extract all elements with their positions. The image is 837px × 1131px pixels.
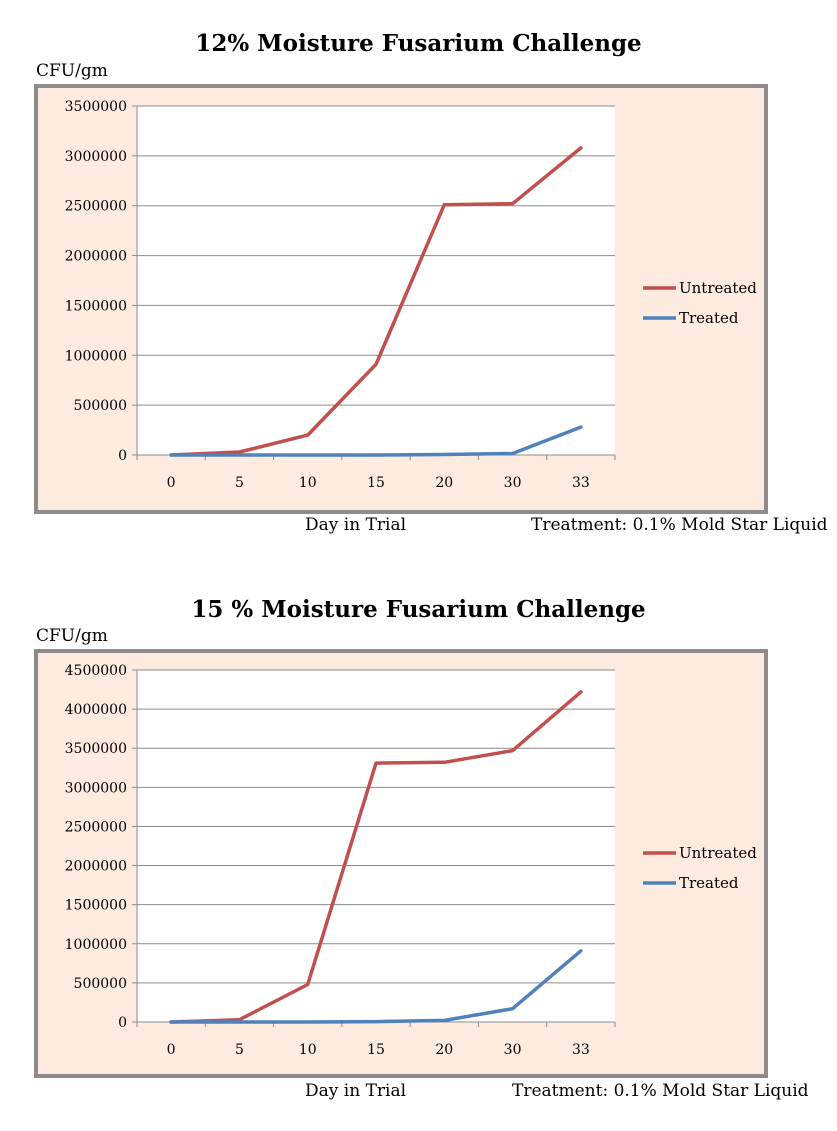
- chart-1-plot-area: [137, 106, 615, 455]
- chart-2-y-tick-label: 500000: [74, 976, 127, 992]
- chart-2-y-tick-label: 3500000: [65, 741, 127, 757]
- chart-2-plot-area: [137, 670, 615, 1022]
- chart-2-y-axis-title: CFU/gm: [36, 626, 108, 646]
- chart-1-panel: 0 500000 1000000 1500000 2000000 2500000 30000…: [34, 84, 768, 514]
- chart-2-x-tick-label: 0: [167, 1042, 176, 1058]
- chart-1-legend-treated-label: Treated: [679, 309, 739, 327]
- chart-1-y-tick-label: 3500000: [65, 99, 127, 115]
- chart-2-y-tick-label: 0: [118, 1015, 127, 1031]
- chart-2-x-tick-label: 33: [572, 1042, 590, 1058]
- chart-1-x-tick-label: 33: [572, 475, 590, 491]
- chart-2-y-tick-label: 3000000: [65, 780, 127, 796]
- chart-1-series-treated-line: [169, 425, 583, 457]
- chart-2-legend-treated-label: Treated: [679, 874, 739, 892]
- chart-1-x-tick-label: 30: [504, 475, 522, 491]
- chart-2-x-tick-label: 20: [435, 1042, 453, 1058]
- chart-1-x-tick-label: 0: [167, 475, 176, 491]
- chart-2-x-axis-title: Day in Trial: [305, 1081, 407, 1101]
- chart-2-y-tick-label: 4500000: [65, 663, 127, 679]
- chart-1-plot: 0 500000 1000000 1500000 2000000 2500000 30000…: [65, 99, 758, 491]
- chart-1-x-axis-title: Day in Trial: [305, 515, 407, 535]
- chart-2-y-tick-label: 1500000: [65, 898, 127, 914]
- chart-1-treatment-note: Treatment: 0.1% Mold Star Liquid: [531, 515, 828, 535]
- chart-1-y-tick-label: 500000: [74, 398, 127, 414]
- chart-1-series-untreated-line: [169, 146, 583, 457]
- chart-2-x-tick-label: 10: [299, 1042, 317, 1058]
- chart-1-legend-untreated-label: Untreated: [679, 279, 757, 297]
- chart-2-y-tick-label: 4000000: [65, 702, 127, 718]
- chart-2-x-tick-label: 30: [504, 1042, 522, 1058]
- chart-1-x-tick-label: 15: [367, 475, 385, 491]
- chart-2-x-tick-label: 5: [235, 1042, 244, 1058]
- chart-2-y-tick-label: 2500000: [65, 819, 127, 835]
- chart-2-plot: 0 500000 1000000 1500000 2000000 2500000 30000…: [65, 663, 758, 1058]
- chart-1-y-tick-label: 2000000: [65, 249, 127, 265]
- chart-2-y-tick-label: 1000000: [65, 937, 127, 953]
- chart-2-treatment-note: Treatment: 0.1% Mold Star Liquid: [512, 1081, 809, 1101]
- chart-2-panel: 0 500000 1000000 1500000 2000000 2500000 30000…: [34, 649, 768, 1078]
- chart-1-x-tick-label: 5: [235, 475, 244, 491]
- chart-1-y-axis-title: CFU/gm: [36, 61, 108, 81]
- chart-1-x-tick-label: 20: [435, 475, 453, 491]
- chart-2-series-treated-line: [169, 949, 583, 1024]
- chart-1-y-tick-label: 0: [118, 448, 127, 464]
- chart-2-series-untreated-line: [169, 690, 583, 1024]
- chart-1-y-tick-label: 2500000: [65, 199, 127, 215]
- chart-2-legend-untreated-label: Untreated: [679, 844, 757, 862]
- chart-2-y-tick-label: 2000000: [65, 859, 127, 875]
- chart-2-title: 15 % Moisture Fusarium Challenge: [191, 596, 646, 623]
- chart-1-y-tick-label: 1000000: [65, 348, 127, 364]
- chart-1-y-tick-label: 1500000: [65, 298, 127, 314]
- chart-1-title: 12% Moisture Fusarium Challenge: [195, 30, 642, 57]
- chart-1-x-tick-label: 10: [299, 475, 317, 491]
- chart-1-y-tick-label: 3000000: [65, 149, 127, 165]
- chart-2-x-tick-label: 15: [367, 1042, 385, 1058]
